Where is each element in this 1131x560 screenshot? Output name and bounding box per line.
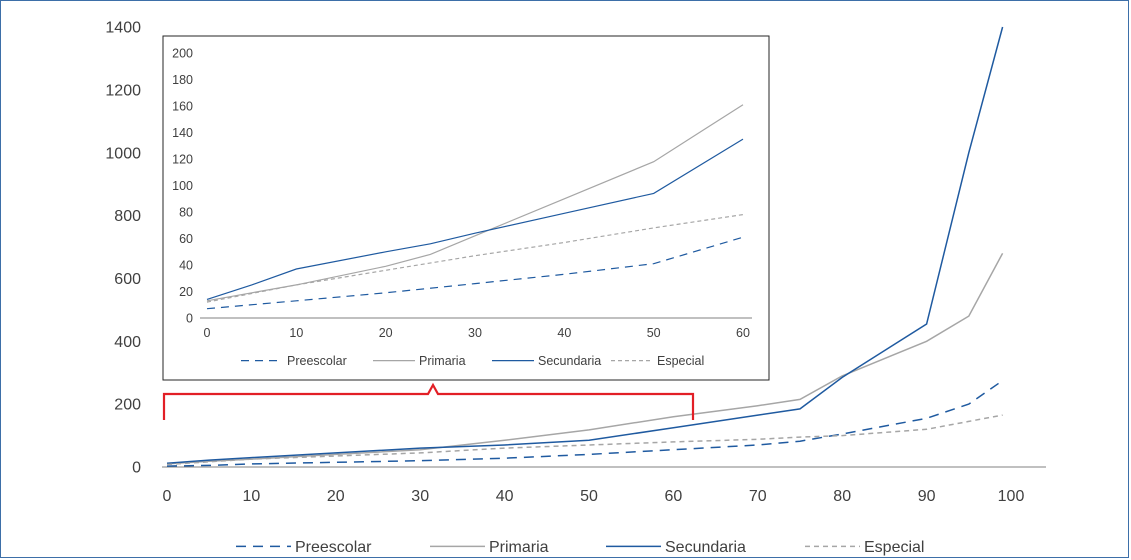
inset-y-tick-label: 100 <box>172 179 193 193</box>
inset-y-tick-label: 140 <box>172 126 193 140</box>
inset-x-tick-label: 30 <box>468 326 482 340</box>
inset-y-tick-label: 160 <box>172 99 193 113</box>
inset-x-tick-label: 60 <box>736 326 750 340</box>
inset-y-tick-label: 80 <box>179 205 193 219</box>
inset-y-tick-label: 60 <box>179 232 193 246</box>
main-y-tick-label: 1200 <box>105 82 141 99</box>
inset-series-line-preescolar <box>206 236 744 310</box>
main-x-tick-label: 100 <box>998 488 1025 505</box>
main-x-tick-label: 30 <box>411 488 429 505</box>
inset-x-tick-label: 20 <box>379 326 393 340</box>
main-legend-label-primaria: Primaria <box>489 539 549 556</box>
main-x-tick-label: 40 <box>496 488 514 505</box>
inset-y-tick-label: 40 <box>179 258 193 272</box>
main-y-tick-label: 1000 <box>105 145 141 162</box>
inset-series-line-secundaria <box>206 138 744 300</box>
inset-plot: 0 20 40 60 80 100 120 140 160 180 200 0 10 20 30 40 50 60… <box>172 46 752 368</box>
main-y-tick-label: 800 <box>114 208 141 225</box>
main-x-tick-label: 50 <box>580 488 598 505</box>
inset-y-tick-label: 180 <box>172 73 193 87</box>
inset-x-tick-label: 40 <box>557 326 571 340</box>
inset-y-tick-label: 20 <box>179 285 193 299</box>
main-x-tick-label: 60 <box>665 488 683 505</box>
inset-legend-label-secundaria: Secundaria <box>538 354 601 368</box>
inset-series-line-primaria <box>206 104 744 302</box>
main-y-tick-label: 600 <box>114 271 141 288</box>
main-series-line-secundaria <box>166 26 1004 464</box>
main-y-tick-label: 200 <box>114 397 141 414</box>
inset-x-tick-label: 0 <box>204 326 211 340</box>
main-legend-label-preescolar: Preescolar <box>295 539 372 556</box>
main-series-line-primaria <box>166 252 1004 465</box>
inset-y-tick-label: 200 <box>172 46 193 60</box>
inset-x-tick-label: 50 <box>647 326 661 340</box>
main-x-tick-label: 70 <box>749 488 767 505</box>
main-x-tick-label: 10 <box>243 488 261 505</box>
main-x-tick-label: 20 <box>327 488 345 505</box>
main-y-tick-label: 0 <box>132 460 141 477</box>
inset-chart-box <box>162 35 770 381</box>
inset-y-tick-label: 0 <box>186 311 193 325</box>
main-series-line-especial <box>166 414 1003 466</box>
main-legend-label-especial: Especial <box>864 539 924 556</box>
main-x-tick-label: 80 <box>833 488 851 505</box>
main-y-tick-label: 400 <box>114 334 141 351</box>
inset-legend-label-especial: Especial <box>657 354 704 368</box>
main-x-tick-label: 90 <box>918 488 936 505</box>
inset-legend-label-primaria: Primaria <box>419 354 466 368</box>
inset-y-tick-label: 120 <box>172 152 193 166</box>
main-y-tick-label: 1400 <box>105 20 141 37</box>
main-x-tick-label: 0 <box>163 488 172 505</box>
inset-x-tick-label: 10 <box>289 326 303 340</box>
inset-legend-label-preescolar: Preescolar <box>287 354 347 368</box>
zoom-bracket <box>162 382 695 420</box>
main-legend-label-secundaria: Secundaria <box>665 539 746 556</box>
main-series-line-preescolar <box>166 379 1004 467</box>
